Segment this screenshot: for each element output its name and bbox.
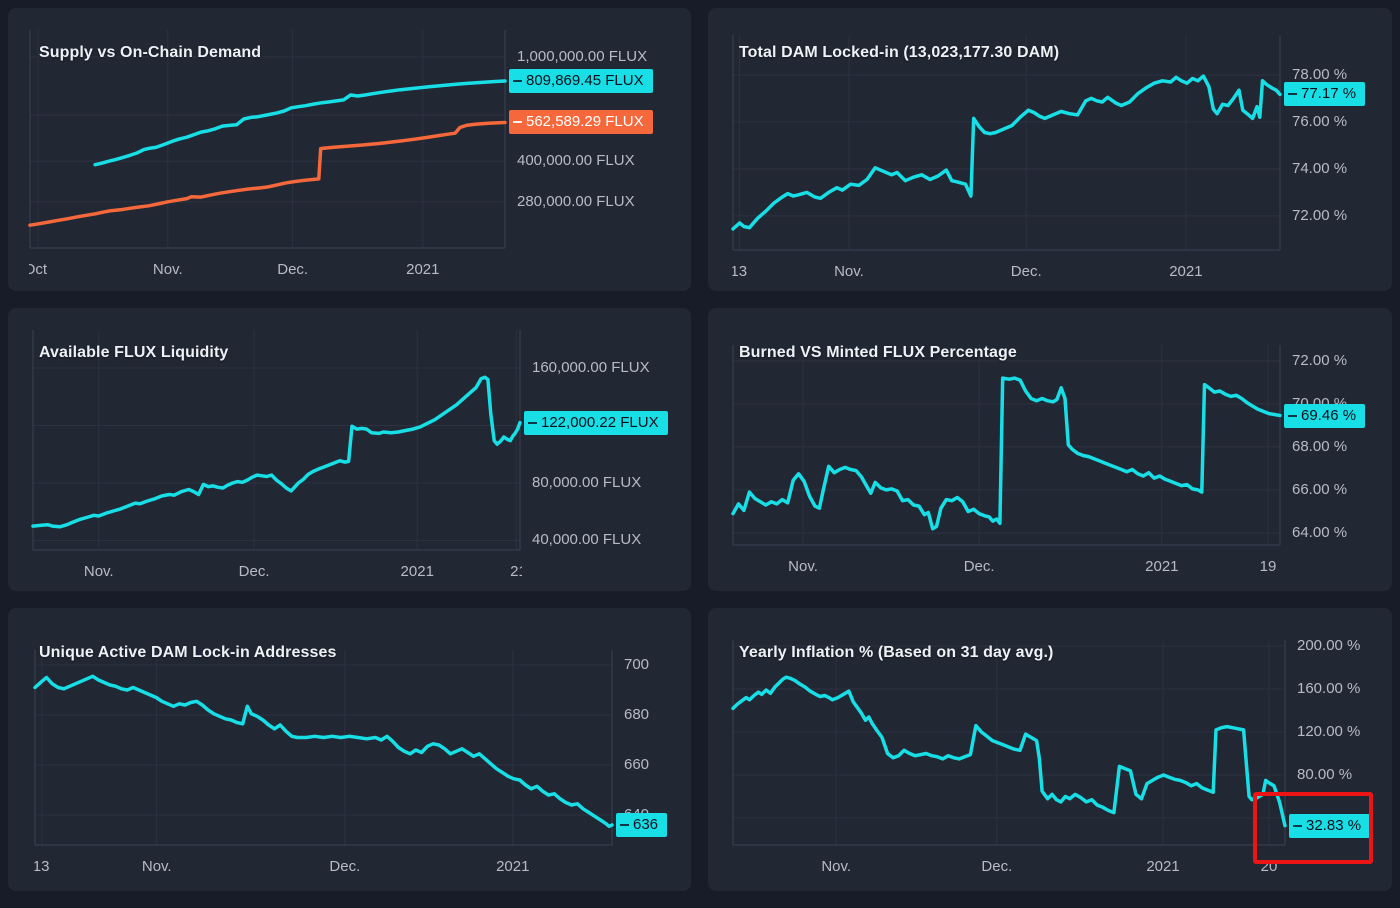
x-axis-label: 13 <box>34 858 50 875</box>
y-axis-label: 700 <box>624 656 650 673</box>
x-axis-label: Dec. <box>963 558 995 575</box>
chart-title-flux-liquidity: Available FLUX Liquidity <box>39 344 229 361</box>
yearly-inflation-plot-area[interactable] <box>708 608 1392 891</box>
y-axis-label: 80,000.00 FLUX <box>532 473 642 491</box>
x-axis-label: Nov. <box>821 858 852 875</box>
supply-vs-demand-plot-area[interactable] <box>8 8 691 291</box>
x-axis-label: Dec. <box>329 858 361 875</box>
chart-panel-burned-vs-minted: Burned VS Minted FLUX Percentage 72.00 %… <box>708 308 1392 591</box>
x-axis-label: 2021 <box>1146 858 1180 875</box>
y-axis-label: 160.00 % <box>1297 680 1361 698</box>
price-badge-flux-liquidity: 122,000.22 FLUX <box>524 410 668 435</box>
y-axis-label: 80.00 % <box>1297 766 1353 784</box>
x-axis-label: Nov. <box>834 263 864 280</box>
x-axis-label: Nov. <box>83 563 114 580</box>
y-axis-label: 280,000.00 FLUX <box>517 192 635 210</box>
chart-panel-supply-vs-demand: Supply vs On-Chain Demand 1,000,000.00 F… <box>8 8 691 291</box>
x-axis-label: 2021 <box>1145 558 1179 575</box>
x-axis-label: Dec. <box>981 858 1013 875</box>
chart-title-total-dam-locked: Total DAM Locked-in (13,023,177.30 DAM) <box>739 44 1060 61</box>
x-axis-label: 13 <box>732 263 748 280</box>
y-axis-label: 66.00 % <box>1292 480 1348 498</box>
y-axis-label: 660 <box>624 756 650 773</box>
chart-panel-yearly-inflation: Yearly Inflation % (Based on 31 day avg.… <box>708 608 1392 891</box>
x-axis-label: Oct. <box>29 261 48 278</box>
y-axis-label: 400,000.00 FLUX <box>517 152 635 170</box>
y-axis-label: 64.00 % <box>1292 523 1348 541</box>
x-axis-label: 19 <box>1259 558 1277 575</box>
y-axis-label: 72.00 % <box>1292 206 1348 224</box>
x-axis-label: 21 <box>510 563 522 580</box>
x-axis-label: Dec. <box>238 563 270 580</box>
unique-addresses-plot-area[interactable] <box>8 608 691 891</box>
series-liquidity <box>31 375 522 529</box>
highlight-box <box>1253 792 1373 864</box>
y-axis-label: 160,000.00 FLUX <box>532 358 650 376</box>
y-axis-label: 200.00 % <box>1297 637 1361 655</box>
x-axis-label: 2021 <box>406 261 440 278</box>
y-axis-label: 76.00 % <box>1292 112 1348 130</box>
burned-vs-minted-plot-area[interactable] <box>708 308 1392 591</box>
x-axis-label: Nov. <box>141 858 172 875</box>
x-axis-label: Dec. <box>277 261 309 278</box>
chart-title-yearly-inflation: Yearly Inflation % (Based on 31 day avg.… <box>739 644 1054 661</box>
x-axis-label: Nov. <box>788 558 818 575</box>
chart-panel-unique-addresses: Unique Active DAM Lock-in Addresses 700 6… <box>8 608 691 891</box>
series-burned-minted-percent <box>731 376 1282 531</box>
chart-title-unique-addresses: Unique Active DAM Lock-in Addresses <box>39 644 337 661</box>
price-badge-unique-addresses: 636 <box>616 813 668 837</box>
x-axis-label: Dec. <box>1010 263 1042 280</box>
chart-title-supply-vs-demand: Supply vs On-Chain Demand <box>39 44 262 61</box>
chart-panel-flux-liquidity: Available FLUX Liquidity 160,000.00 FLUX… <box>8 308 691 591</box>
series-supply <box>93 79 507 167</box>
x-axis-label: Nov. <box>152 261 183 278</box>
price-badge-burned-vs-minted: 69.46 % <box>1284 403 1366 428</box>
chart-panel-total-dam-locked: Total DAM Locked-in (13,023,177.30 DAM) … <box>708 8 1392 291</box>
price-badge-supply-vs-demand: 562,589.29 FLUX <box>509 110 653 135</box>
x-axis-label: 2021 <box>496 858 530 875</box>
y-axis-label: 78.00 % <box>1292 65 1348 83</box>
series-addresses <box>33 674 614 829</box>
y-axis-label: 72.00 % <box>1292 351 1348 369</box>
price-badge-yearly-inflation: 32.83 % <box>1289 813 1371 838</box>
price-badge-supply-vs-demand: 809,869.45 FLUX <box>509 69 653 93</box>
chart-title-burned-vs-minted: Burned VS Minted FLUX Percentage <box>739 344 1017 361</box>
x-axis-label: 2021 <box>1169 263 1203 280</box>
y-axis-label: 74.00 % <box>1292 159 1348 177</box>
flux-liquidity-plot-area[interactable] <box>8 308 691 591</box>
y-axis-label: 40,000.00 FLUX <box>532 531 642 549</box>
series-demand <box>28 120 507 227</box>
series-locked-percent <box>731 74 1282 231</box>
y-axis-label: 120.00 % <box>1297 723 1361 741</box>
y-axis-label: 680 <box>624 706 650 723</box>
price-badge-total-dam-locked: 77.17 % <box>1284 82 1366 107</box>
x-axis-label: 2021 <box>400 563 434 580</box>
series-inflation <box>731 675 1287 828</box>
y-axis-label: 68.00 % <box>1292 437 1348 455</box>
total-dam-locked-plot-area[interactable] <box>708 8 1392 291</box>
y-axis-label: 1,000,000.00 FLUX <box>517 48 648 65</box>
